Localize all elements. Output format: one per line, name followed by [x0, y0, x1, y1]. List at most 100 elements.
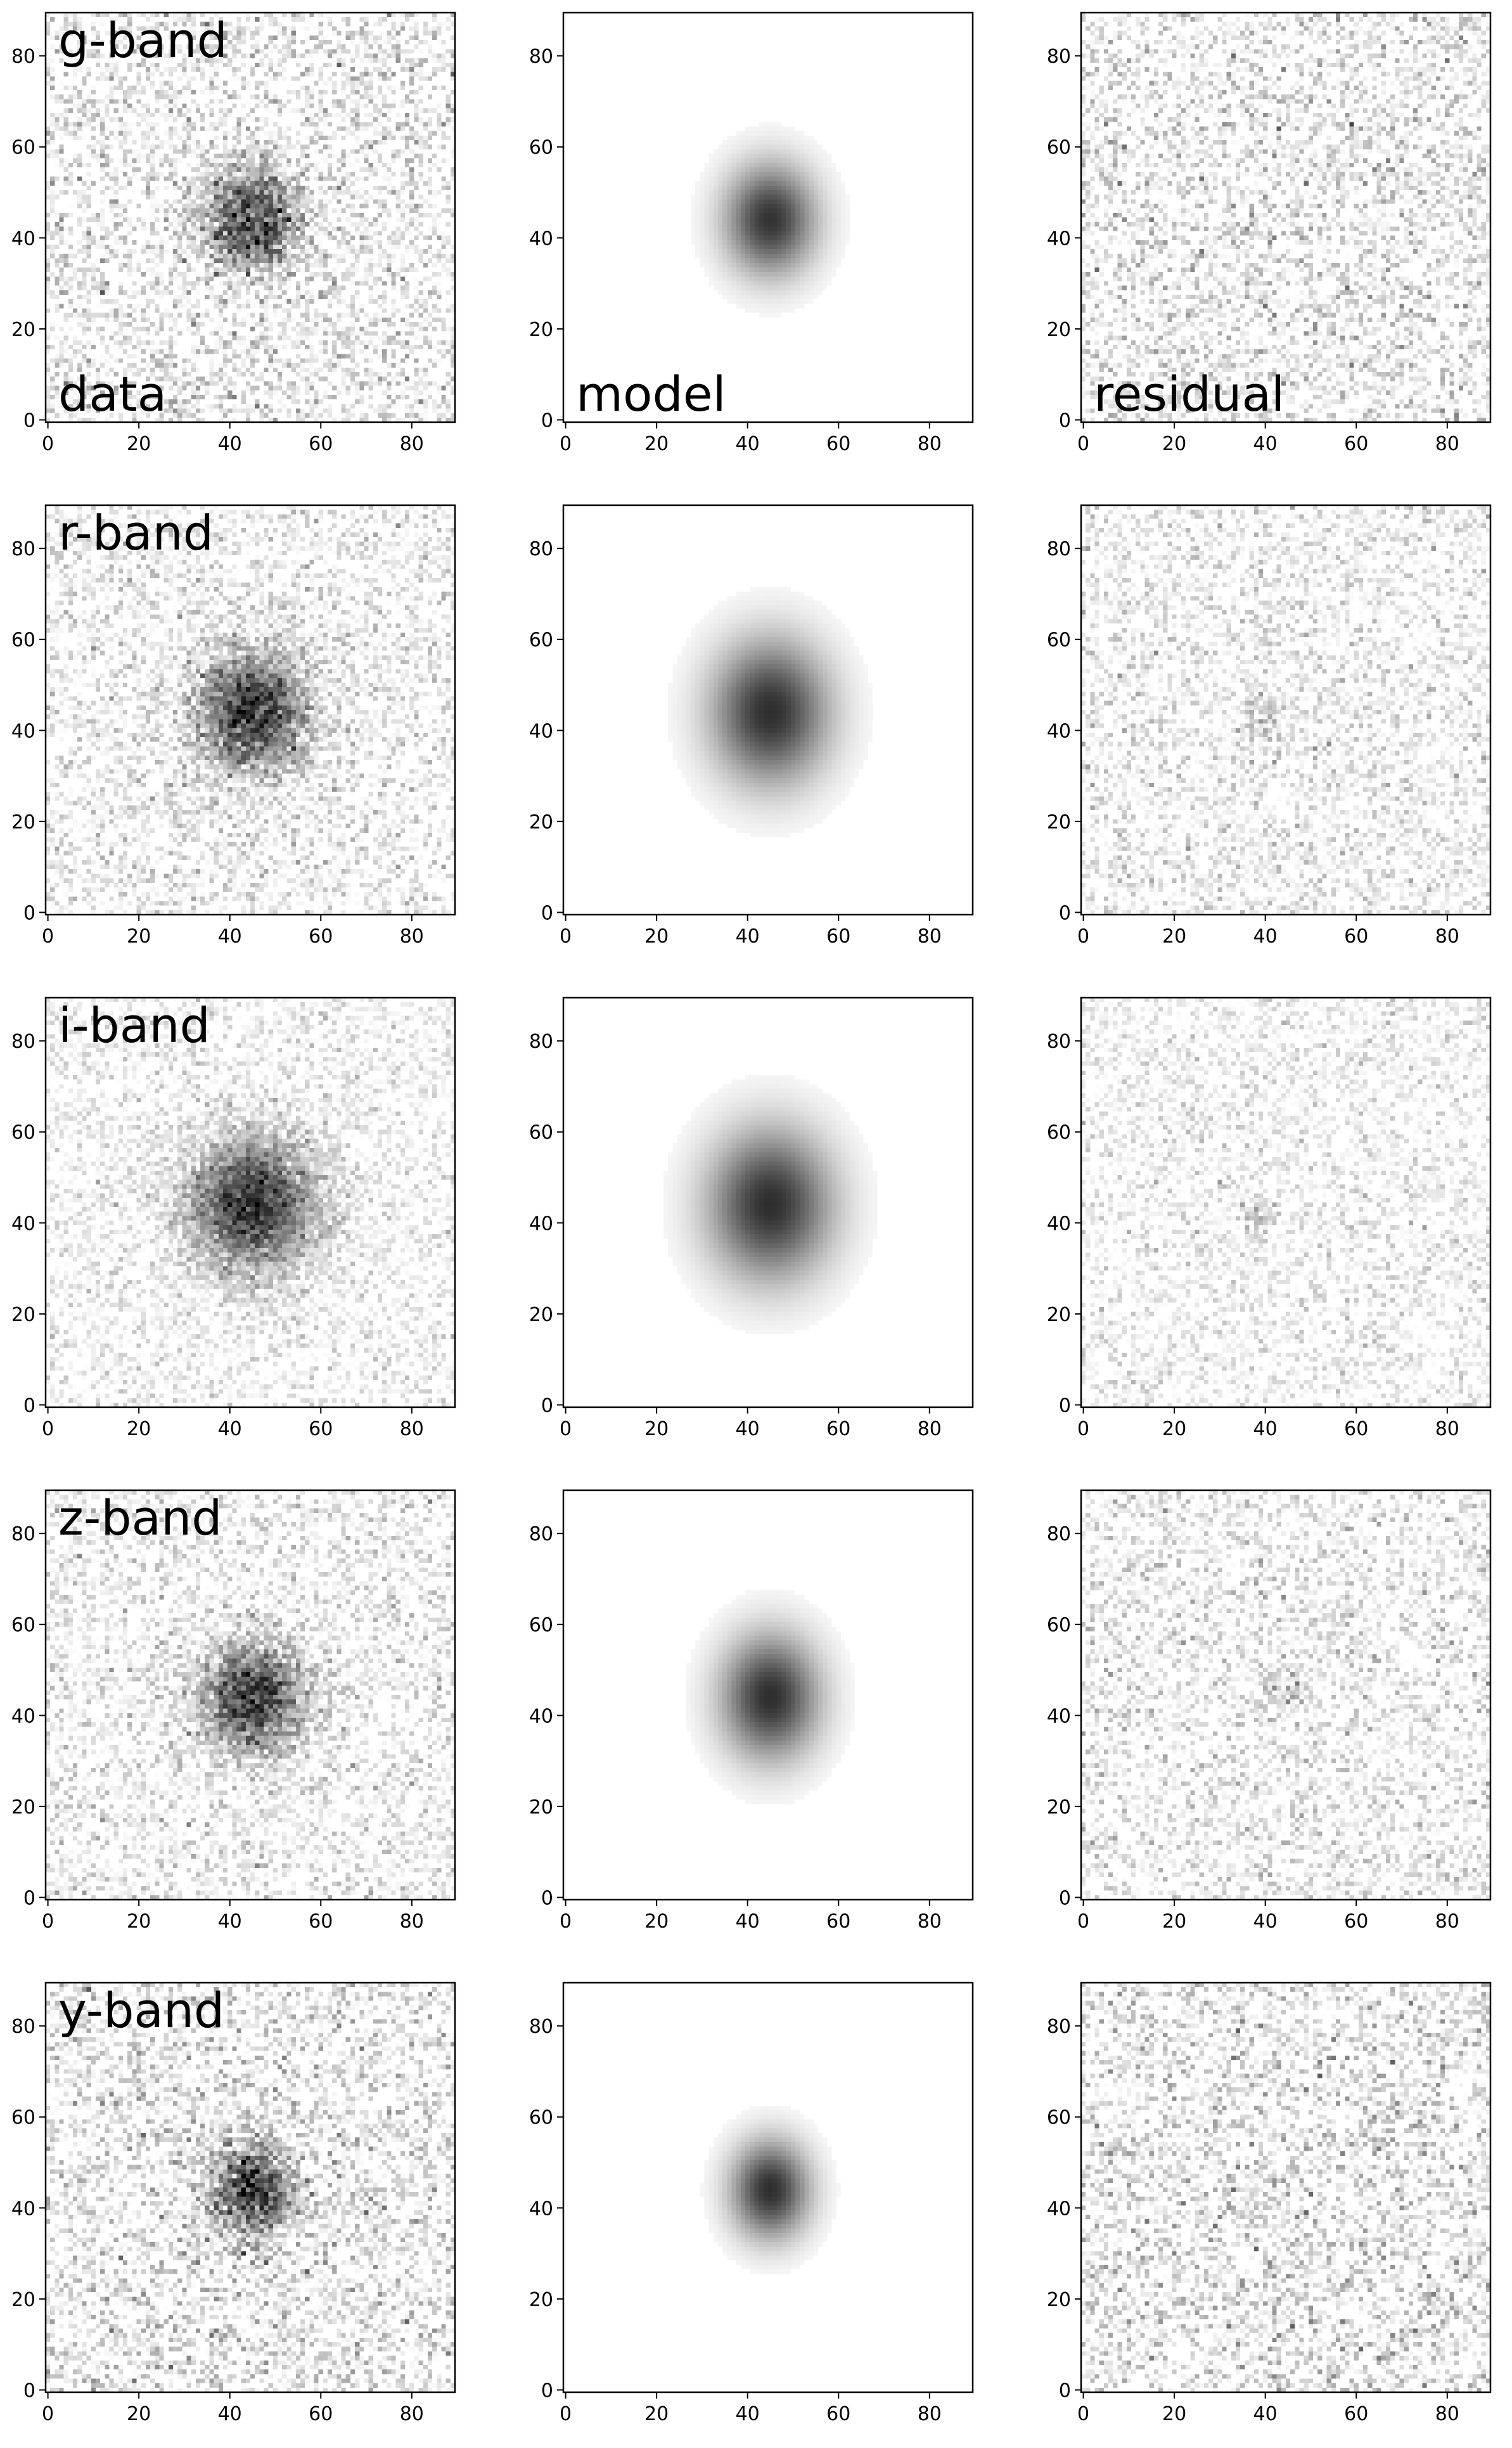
y-tick-label: 20: [11, 2289, 35, 2311]
heatmap-image: [563, 505, 973, 915]
heatmap-image: [46, 13, 455, 422]
x-tick-label: 20: [1162, 1910, 1186, 1933]
x-tick-label: 60: [826, 1418, 850, 1440]
y-tick-label: 60: [529, 1122, 553, 1144]
x-tick-label: 20: [1162, 1418, 1186, 1440]
y-tick-label: 0: [23, 902, 35, 924]
x-tick-label: 0: [1077, 1418, 1089, 1440]
y-tick-label: 60: [11, 137, 35, 159]
x-tick-label: 40: [1253, 1910, 1278, 1933]
y-tick-label: 80: [529, 1031, 553, 1053]
x-tick-label: 40: [1253, 433, 1278, 455]
y-tick-label: 20: [529, 2289, 553, 2311]
y-tick-label: 0: [23, 2380, 35, 2402]
y-tick-label: 80: [529, 2016, 553, 2038]
x-tick-label: 40: [218, 433, 242, 455]
heatmap-image: [563, 998, 973, 1407]
column-label: residual: [1094, 366, 1285, 422]
y-tick-label: 80: [529, 538, 553, 560]
x-tick-label: 40: [736, 1910, 760, 1933]
x-tick-label: 20: [644, 1910, 669, 1933]
y-tick-label: 80: [11, 46, 35, 68]
panel-i-band-data: 0 20 40 60 80 0 20 40 60 80 i-band: [11, 996, 456, 1440]
axes-frame: [44, 996, 456, 1408]
x-tick-label: 60: [1344, 1910, 1368, 1933]
axes-frame: [1080, 996, 1492, 1408]
axes-frame: [1080, 1489, 1492, 1901]
y-tick-label: 80: [11, 2016, 35, 2038]
x-tick-label: 80: [1435, 925, 1459, 948]
y-tick-label: 20: [11, 811, 35, 834]
axes-frame: [562, 1981, 974, 2393]
y-tick-label: 0: [1059, 1395, 1071, 1417]
x-tick-label: 60: [826, 1910, 850, 1933]
y-tick-label: 20: [1047, 811, 1071, 834]
x-tick-label: 0: [1077, 433, 1089, 455]
y-tick-label: 80: [1047, 46, 1071, 68]
axes-frame: [44, 1981, 456, 2393]
y-tick-label: 0: [23, 1887, 35, 1909]
axes-frame: [44, 1489, 456, 1901]
y-tick-label: 20: [529, 1796, 553, 1819]
axes-frame: [562, 11, 974, 423]
x-tick-label: 80: [1435, 1910, 1459, 1933]
x-tick-label: 20: [644, 2403, 669, 2425]
y-tick-label: 40: [11, 1705, 35, 1727]
y-tick-label: 0: [541, 902, 553, 924]
x-tick-label: 60: [309, 433, 333, 455]
y-tick-label: 60: [1047, 1614, 1071, 1637]
axes-frame: [44, 11, 456, 423]
heatmap-image: [1081, 1983, 1490, 2392]
y-tick-label: 20: [1047, 2289, 1071, 2311]
y-tick-label: 80: [529, 46, 553, 68]
band-label: g-band: [58, 12, 227, 68]
y-tick-label: 0: [23, 409, 35, 432]
x-tick-label: 20: [644, 925, 669, 948]
y-tick-label: 60: [1047, 1122, 1071, 1144]
x-tick-label: 20: [644, 433, 669, 455]
y-tick-label: 40: [529, 720, 553, 742]
x-tick-label: 80: [918, 1418, 942, 1440]
x-tick-label: 20: [127, 2403, 151, 2425]
axes-frame: [562, 1489, 974, 1901]
x-tick-label: 20: [644, 1418, 669, 1440]
x-tick-label: 20: [1162, 433, 1186, 455]
y-tick-label: 40: [529, 228, 553, 250]
heatmap-image: [1081, 505, 1490, 915]
x-tick-label: 0: [42, 2403, 54, 2425]
y-tick-label: 80: [11, 1523, 35, 1545]
x-tick-label: 0: [560, 433, 572, 455]
x-tick-label: 60: [1344, 433, 1368, 455]
y-tick-label: 20: [529, 1304, 553, 1326]
heatmap-image: [1081, 998, 1490, 1407]
axes-frame: [1080, 504, 1492, 916]
panel-z-band-data: 0 20 40 60 80 0 20 40 60 80 z-band: [11, 1489, 456, 1933]
x-tick-label: 0: [560, 2403, 572, 2425]
y-tick-label: 80: [1047, 2016, 1071, 2038]
y-tick-label: 0: [1059, 902, 1071, 924]
x-tick-label: 0: [1077, 925, 1089, 948]
y-tick-label: 40: [529, 2198, 553, 2220]
y-tick-label: 60: [529, 137, 553, 159]
y-tick-label: 40: [1047, 1705, 1071, 1727]
x-tick-label: 40: [1253, 1418, 1278, 1440]
x-tick-label: 40: [218, 1910, 242, 1933]
panel-z-band-model: 0 20 40 60 80 0 20 40 60 80: [529, 1489, 974, 1933]
axes-frame: [562, 504, 974, 916]
panel-i-band-residual: 0 20 40 60 80 0 20 40 60 80: [1047, 996, 1492, 1440]
y-tick-label: 0: [1059, 2380, 1071, 2402]
panel-i-band-model: 0 20 40 60 80 0 20 40 60 80: [529, 996, 974, 1440]
x-tick-label: 80: [400, 925, 424, 948]
x-tick-label: 60: [1344, 2403, 1368, 2425]
y-tick-label: 60: [1047, 629, 1071, 652]
y-tick-label: 20: [1047, 1796, 1071, 1819]
x-tick-label: 60: [309, 2403, 333, 2425]
x-tick-label: 20: [127, 433, 151, 455]
x-tick-label: 0: [560, 1910, 572, 1933]
x-tick-label: 60: [309, 1418, 333, 1440]
heatmap-image: [46, 998, 455, 1407]
y-tick-label: 40: [1047, 228, 1071, 250]
panel-z-band-residual: 0 20 40 60 80 0 20 40 60 80: [1047, 1489, 1492, 1933]
x-tick-label: 60: [826, 925, 850, 948]
